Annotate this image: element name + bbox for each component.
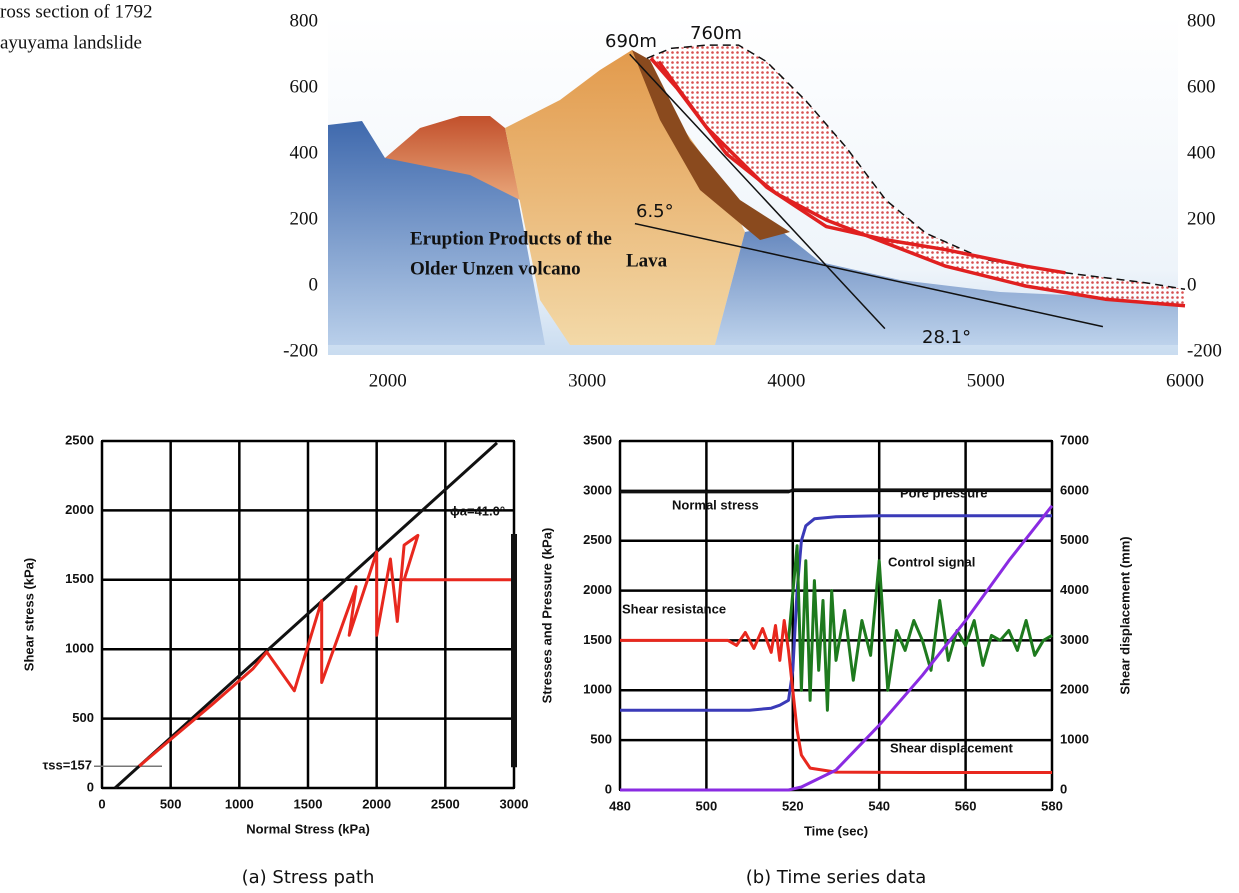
series-line — [629, 53, 886, 330]
y-axis-label: Stresses and Pressure (kPa) — [539, 528, 554, 704]
y-tick-label-right: 600 — [1187, 76, 1216, 97]
y-tick-label: 600 — [290, 76, 319, 97]
series-label: Pore pressure — [900, 485, 987, 500]
y-tick-label-right: -200 — [1187, 340, 1222, 361]
y-tick-label: 3000 — [583, 482, 612, 497]
y-tick-label: 3500 — [583, 432, 612, 447]
y-tick-label-right: 0 — [1187, 274, 1197, 295]
reference-label: τss=157 — [42, 758, 92, 773]
annotation: Eruption Products of the — [410, 228, 612, 249]
x-tick-label: 580 — [1041, 798, 1063, 813]
landslide-mass — [646, 45, 1185, 306]
y2-tick-label: 0 — [1060, 781, 1067, 796]
annotation: ϕa=41.0° — [450, 503, 505, 518]
annotation: 690m — [605, 31, 657, 52]
x-tick-label: 0 — [98, 796, 105, 811]
y-tick-label: 2500 — [65, 432, 94, 447]
x-tick-label: 5000 — [967, 370, 1005, 391]
series-line — [634, 222, 1104, 328]
y-tick-label: -200 — [283, 340, 318, 361]
x-tick-label: 1000 — [225, 796, 254, 811]
caption: (a) Stress path — [242, 867, 375, 888]
caption-line: ross section of 1792 — [0, 1, 153, 22]
x-tick-label: 560 — [955, 798, 977, 813]
series-line — [620, 504, 1054, 792]
y-tick-label-right: 200 — [1187, 208, 1216, 229]
y-tick-label: 1500 — [65, 571, 94, 586]
lava-dome — [505, 50, 745, 345]
series-line — [620, 619, 1052, 774]
y2-tick-label: 6000 — [1060, 482, 1089, 497]
x-tick-label: 3000 — [568, 370, 606, 391]
y-axis-label: Shear stress (kPa) — [21, 558, 36, 671]
y-tick-label: 1000 — [65, 641, 94, 656]
x-tick-label: 4000 — [767, 370, 805, 391]
x-tick-label: 500 — [160, 796, 182, 811]
y-tick-label: 0 — [87, 779, 94, 794]
x-tick-label: 540 — [868, 798, 890, 813]
annotation: Older Unzen volcano — [410, 258, 581, 279]
x-axis-label: Normal Stress (kPa) — [246, 821, 370, 836]
series-label: Normal stress — [672, 497, 759, 512]
x-tick-label: 2500 — [431, 796, 460, 811]
series-line — [138, 533, 514, 768]
y2-tick-label: 7000 — [1060, 432, 1089, 447]
caption: (b) Time series data — [746, 867, 927, 888]
series-line — [113, 441, 499, 790]
y-tick-label: 500 — [72, 710, 94, 725]
annotation: Lava — [626, 250, 668, 271]
series-label: Shear displacement — [890, 740, 1013, 755]
x-tick-label: 2000 — [362, 796, 391, 811]
series-label: Control signal — [888, 554, 975, 569]
y-tick-label: 2000 — [65, 502, 94, 517]
y-tick-label-right: 800 — [1187, 10, 1216, 31]
caption-line: ayuyama landslide — [0, 32, 142, 53]
y-tick-label: 800 — [290, 10, 319, 31]
series-label: Shear resistance — [622, 601, 726, 616]
y-tick-label: 0 — [605, 781, 612, 796]
y-tick-label: 1000 — [583, 682, 612, 697]
x-axis-label: Time (sec) — [804, 823, 868, 838]
annotation: 28.1° — [922, 327, 971, 348]
x-tick-label: 480 — [609, 798, 631, 813]
series-line — [620, 488, 1052, 494]
y-tick-label: 2500 — [583, 532, 612, 547]
annotation: 6.5° — [636, 201, 674, 222]
y-tick-label: 2000 — [583, 582, 612, 597]
series-line — [787, 544, 1053, 712]
x-tick-label: 2000 — [369, 370, 407, 391]
slip-zone — [632, 50, 790, 240]
y-tick-label: 500 — [590, 732, 612, 747]
older-volcano-right — [715, 226, 1178, 345]
y-tick-label: 0 — [309, 274, 319, 295]
y2-tick-label: 4000 — [1060, 582, 1089, 597]
y-tick-label: 200 — [290, 208, 319, 229]
x-tick-label: 6000 — [1166, 370, 1204, 391]
red-hill — [385, 116, 520, 200]
y2-tick-label: 3000 — [1060, 632, 1089, 647]
annotation: 760m — [690, 23, 742, 44]
y2-tick-label: 1000 — [1060, 732, 1089, 747]
y2-tick-label: 5000 — [1060, 532, 1089, 547]
x-tick-label: 500 — [696, 798, 718, 813]
y-tick-label: 1500 — [583, 632, 612, 647]
y-tick-label: 400 — [290, 142, 319, 163]
y2-tick-label: 2000 — [1060, 682, 1089, 697]
x-tick-label: 3000 — [500, 796, 529, 811]
x-tick-label: 520 — [782, 798, 804, 813]
y-tick-label-right: 400 — [1187, 142, 1216, 163]
x-tick-label: 1500 — [294, 796, 323, 811]
y2-axis-label: Shear displacement (mm) — [1117, 536, 1132, 694]
series-line — [657, 60, 1066, 275]
